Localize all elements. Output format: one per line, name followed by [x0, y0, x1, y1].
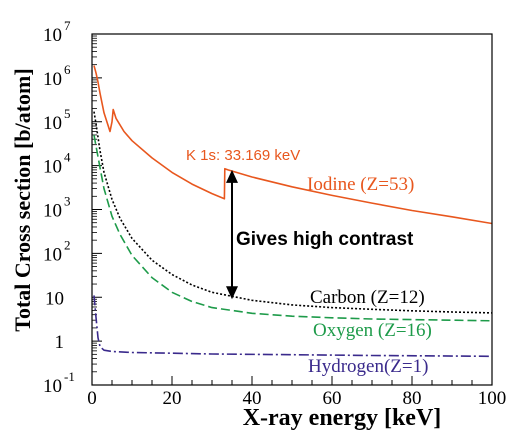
y-tick-exponent: 5: [64, 106, 71, 121]
y-tick-label: 10: [43, 157, 62, 178]
contrast-arrow: [226, 169, 238, 300]
arrow-head-down: [226, 286, 238, 300]
x-tick-label: 80: [403, 388, 422, 409]
series-lines: [93, 65, 492, 358]
x-tick-label: 100: [478, 388, 507, 409]
series-line-oxygen: [93, 134, 492, 322]
x-tick-label: 20: [163, 388, 182, 409]
contrast-annotation: Gives high contrast: [236, 229, 414, 250]
series-label-carbon: Carbon (Z=12): [310, 287, 425, 308]
series-line-carbon: [93, 111, 492, 314]
y-axis-title: Total Cross section [b/atom]: [10, 68, 35, 331]
series-label-oxygen: Oxygen (Z=16): [313, 320, 432, 341]
y-tick-label: 10: [43, 69, 62, 90]
series-line-hydrogen: [93, 295, 492, 358]
series-label-iodine: Iodine (Z=53): [307, 174, 414, 195]
y-tick-label: 10: [43, 201, 62, 222]
y-tick-exponent: 4: [64, 150, 71, 165]
y-tick-label: 10: [43, 376, 62, 397]
y-tick-exponent: 7: [64, 18, 71, 33]
y-tick-exponent: 2: [64, 237, 71, 252]
y-tick-label: 10: [43, 244, 62, 265]
y-tick-exponent: 6: [64, 62, 71, 77]
k-edge-annotation: K 1s: 33.169 keV: [186, 147, 300, 164]
series-line-iodine: [93, 65, 492, 225]
y-tick-label: 10: [45, 288, 64, 309]
x-tick-label: 40: [243, 388, 262, 409]
x-tick-label: 0: [87, 388, 97, 409]
x-tick-label: 60: [323, 388, 342, 409]
plot-frame: [91, 33, 493, 386]
arrow-head-up: [226, 169, 238, 183]
y-tick-exponent: -1: [64, 369, 75, 384]
y-tick-label: 1: [55, 332, 65, 353]
y-tick-exponent: 3: [64, 194, 71, 209]
series-label-hydrogen: Hydrogen(Z=1): [308, 356, 428, 377]
y-tick-label: 10: [43, 25, 62, 46]
y-tick-label: 10: [43, 113, 62, 134]
x-axis-title: X-ray energy [keV]: [243, 405, 442, 430]
